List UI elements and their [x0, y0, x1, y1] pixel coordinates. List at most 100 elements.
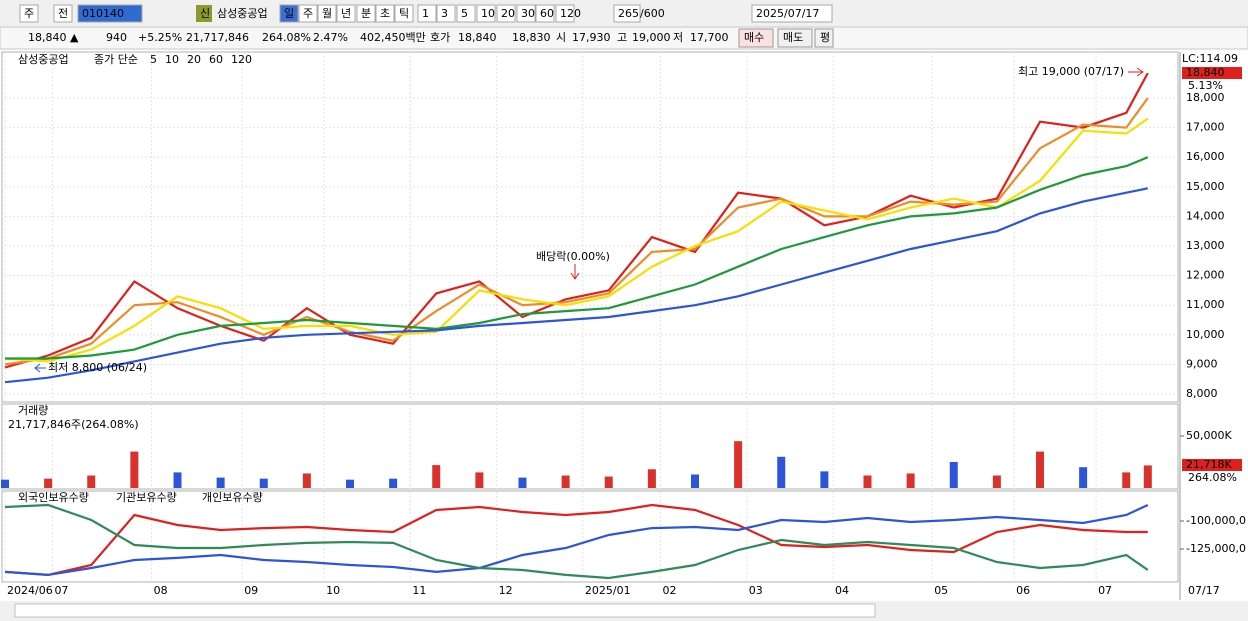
order-button[interactable]: [814, 28, 834, 48]
info-item: 매도: [783, 31, 803, 44]
volume-bar: [87, 475, 96, 488]
order-button[interactable]: [738, 28, 774, 48]
toolbar-button[interactable]: [317, 4, 337, 23]
legend-entry: 기관보유수량: [116, 491, 177, 504]
volume-bar: [949, 461, 958, 488]
toolbar-item: 초: [380, 7, 390, 20]
high-annotation: 최고 19,000 (07/17): [1018, 65, 1124, 78]
toolbar-item: 5: [461, 7, 468, 20]
volume-bar: [130, 451, 139, 488]
x-tick-label: 03: [749, 584, 763, 597]
toolbar-button[interactable]: [77, 4, 143, 23]
volume-bar: [863, 475, 872, 488]
volume-bar: [1143, 465, 1152, 488]
low-arrow: [34, 363, 46, 373]
info-item: 940: [106, 31, 127, 44]
y-tick-label: 8,000: [1186, 387, 1218, 400]
toolbar-button[interactable]: [394, 4, 414, 23]
info-item: 평: [820, 31, 830, 44]
y-tick-label: 13,000: [1186, 239, 1225, 252]
volume-bar: [302, 473, 311, 488]
toolbar-button[interactable]: [356, 4, 376, 23]
toolbar-item: 1: [422, 7, 429, 20]
volume-bar: [518, 477, 527, 488]
info-item: 18,830: [512, 31, 551, 44]
x-tick-label: 12: [499, 584, 513, 597]
info-item: 21,717,846: [186, 31, 249, 44]
toolbar-item: 전: [58, 7, 68, 20]
y-tick-label: 11,000: [1186, 298, 1225, 311]
y-tick-label: 17,000: [1186, 121, 1225, 134]
volume-title: 거래량: [18, 404, 48, 417]
toolbar-button[interactable]: [336, 4, 356, 23]
toolbar-item: 20: [501, 7, 515, 20]
last-price: 18,840: [1186, 66, 1225, 79]
infobar: [0, 26, 1248, 50]
order-button[interactable]: [777, 28, 813, 48]
info-item: 17,700: [690, 31, 729, 44]
x-tick-label: 02: [663, 584, 677, 597]
volume-bar: [691, 474, 699, 488]
toolbar-button[interactable]: [436, 4, 456, 23]
toolbar-item: 2025/07/17: [756, 7, 819, 20]
y-tick-label: 15,000: [1186, 180, 1225, 193]
dividend-annotation: 배당락(0.00%): [536, 250, 610, 263]
volume-bar: [992, 475, 1001, 488]
toolbar-item: 년: [341, 7, 351, 20]
toolbar-button[interactable]: [613, 4, 641, 23]
series-line: [4, 117, 1149, 363]
toolbar-button[interactable]: [456, 4, 476, 23]
toolbar-button[interactable]: [476, 4, 496, 23]
toolbar-button[interactable]: [279, 4, 299, 23]
investor-panel: [1, 490, 1179, 583]
series-line: [4, 503, 1149, 580]
toolbar-button[interactable]: [19, 4, 39, 23]
legend-entry: 10: [165, 53, 179, 66]
volume-subtitle: 21,717,846주(264.08%): [8, 418, 139, 431]
volume-bar: [561, 475, 570, 488]
info-item: +5.25%: [138, 31, 182, 44]
series-line: [4, 504, 1149, 577]
toolbar-button[interactable]: [516, 4, 536, 23]
x-tick-label: 05: [934, 584, 948, 597]
info-item: 18,840 ▲: [28, 31, 79, 44]
toolbar-item: 분: [361, 7, 371, 20]
scroll-track[interactable]: [14, 603, 876, 618]
x-tick-label: 2024/06: [7, 584, 53, 597]
volume-bar: [216, 477, 225, 488]
toolbar-button[interactable]: [417, 4, 437, 23]
info-item: 저: [673, 31, 683, 44]
toolbar-item: 주: [303, 7, 313, 20]
toolbar-button[interactable]: [298, 4, 318, 23]
toolbar-button[interactable]: [535, 4, 555, 23]
volume-bar: [475, 472, 484, 488]
volume-bar: [1, 479, 9, 488]
toolbar-button[interactable]: [751, 4, 833, 23]
info-item: 시: [556, 31, 566, 44]
price-panel: [1, 51, 1179, 403]
info-item: 매수: [744, 31, 764, 44]
toolbar-item: 3: [441, 7, 448, 20]
info-item: 264.08%: [262, 31, 311, 44]
toolbar-button[interactable]: [555, 4, 575, 23]
toolbar-button[interactable]: [53, 4, 73, 23]
toolbar-item: 삼성중공업: [217, 7, 268, 20]
high-arrow: [1128, 67, 1144, 77]
y-tick-label: 10,000: [1186, 328, 1225, 341]
x-tick-label: 11: [412, 584, 426, 597]
lc-label: LC:114.09: [1182, 52, 1238, 65]
y-tick-label: 9,000: [1186, 357, 1218, 370]
legend-entry: 5: [150, 53, 157, 66]
x-tick-label: 07: [54, 584, 68, 597]
series-line: [4, 187, 1149, 384]
toolbar-item: 60: [540, 7, 554, 20]
toolbar-button[interactable]: [375, 4, 395, 23]
series-line: [5, 156, 1149, 360]
info-item: 19,000: [632, 31, 671, 44]
y-tick-label: 12,000: [1186, 269, 1225, 282]
toolbar-button[interactable]: [496, 4, 516, 23]
volume-bar: [173, 472, 182, 488]
toolbar-item: 일: [284, 6, 294, 20]
x-tick-label: 10: [326, 584, 340, 597]
